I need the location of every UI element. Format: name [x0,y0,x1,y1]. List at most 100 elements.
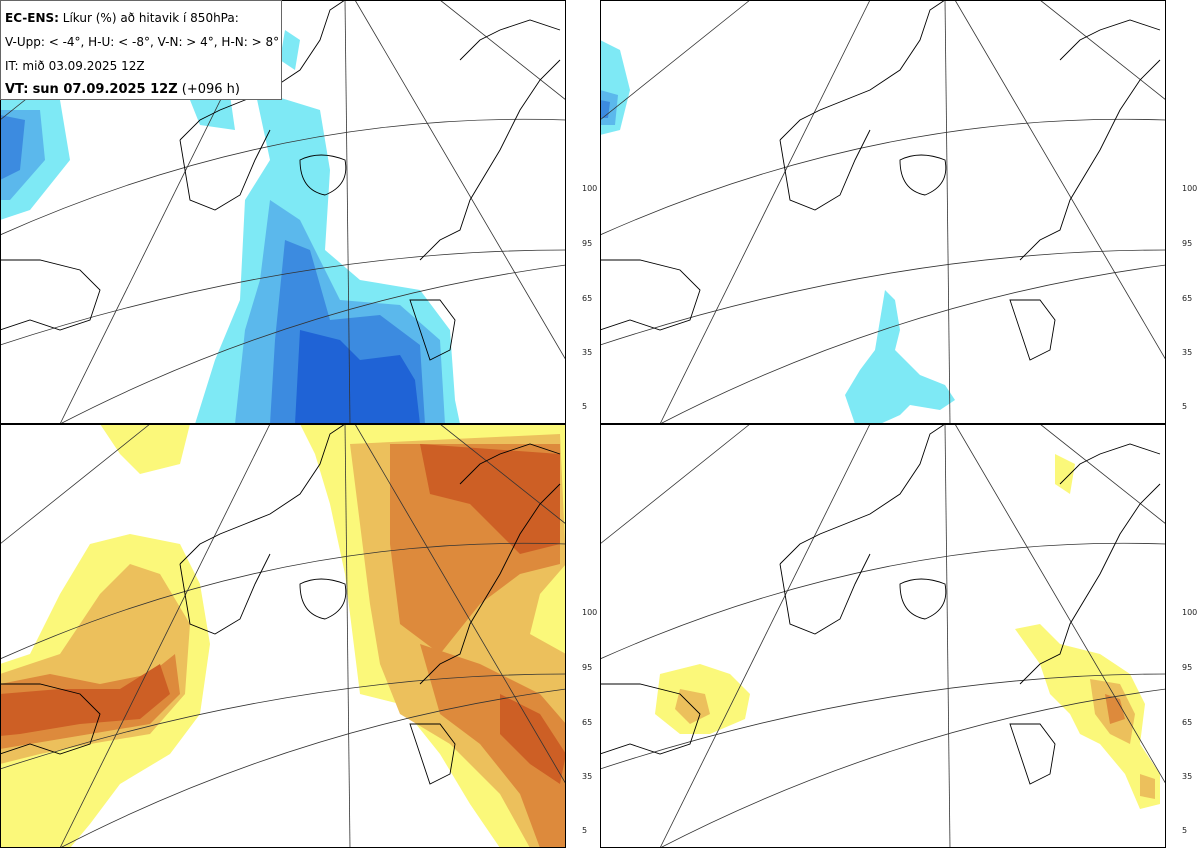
probability-map [600,0,1166,424]
coastline-svalbard [459,443,561,485]
prob-area-65 [1105,694,1125,724]
coastline-norway [419,483,561,685]
colorbar-tick: 95 [1182,663,1193,672]
longitude-line [439,424,566,525]
probability-map [0,424,566,848]
colorbar-tick: 35 [1182,348,1193,357]
latitude-line [0,673,566,770]
coastline-greenland [779,129,871,211]
longitude-line [0,424,151,545]
longitude-line [59,424,271,848]
coastline-britain [409,723,456,785]
map-panel-cold-4 [0,0,566,424]
longitude-line [344,424,351,848]
issue-time: IT: mið 03.09.2025 12Z [5,59,145,73]
colorbar-tick: 35 [582,348,593,357]
longitude-line [600,424,751,545]
coastline-greenland [779,0,946,141]
longitude-line [354,0,566,361]
probability-map [0,0,566,424]
prob-area-5 [100,424,190,474]
latitude-line [59,264,566,424]
coastline-canada [0,683,101,755]
coastline-norway [1019,59,1161,261]
colorbar-tick: 95 [582,239,593,248]
colorbar-tick: 35 [1182,772,1193,781]
coastline-britain [1009,299,1056,361]
colorbar-tick: 100 [582,184,598,193]
longitude-line [354,424,566,785]
thresholds-line: V-Upp: < -4°, H-U: < -8°, V-N: > 4°, H-N… [5,35,280,49]
prob-area-95 [500,694,566,784]
map-panel-warm-8 [600,424,1166,848]
colorbar-tick: 5 [582,402,588,411]
coastline-greenland [179,424,346,565]
latitude-line [600,118,1166,236]
map-panel-warm-4 [0,424,566,848]
coastline-greenland [179,553,271,635]
probability-map [600,424,1166,848]
prob-area-5 [190,95,235,130]
coastline-svalbard [1059,443,1161,485]
prob-area-5 [845,290,955,424]
longitude-line [1039,0,1166,101]
latitude-line [600,542,1166,660]
longitude-line [954,0,1166,361]
colorbar-tick: 65 [1182,294,1193,303]
lead-time: (+096 h) [181,82,240,97]
latitude-line [0,249,566,346]
valid-prefix: VT: [5,82,29,97]
coastline-svalbard [459,19,561,61]
longitude-line [439,0,566,101]
colorbar-tick: 35 [582,772,593,781]
colorbar-tick: 5 [582,826,588,835]
latitude-line [600,249,1166,346]
product-title-line: EC-ENS: Líkur (%) að hitavik í 850hPa: [5,6,277,30]
colorbar-tick: 95 [1182,239,1193,248]
latitude-line [59,688,566,848]
prob-area-65 [0,115,25,180]
coastline-greenland [779,424,946,565]
colorbar-tick: 65 [582,718,593,727]
coastline-iceland [299,578,347,620]
coastline-iceland [899,154,947,196]
latitude-line [600,673,1166,770]
coastline-svalbard [1059,19,1161,61]
prob-area-5 [280,30,300,70]
coastline-canada [0,259,101,331]
latitude-line [659,264,1166,424]
latitude-line [0,542,566,660]
latitude-line [659,688,1166,848]
colorbar-tick: 5 [1182,402,1188,411]
coastline-iceland [299,154,347,196]
coastline-canada [600,683,701,755]
colorbar-tick: 95 [582,663,593,672]
coastline-norway [1019,483,1161,685]
prob-area-65 [420,644,566,848]
longitude-line [1039,424,1166,525]
longitude-line [659,424,871,848]
valid-time: sun 07.09.2025 12Z [32,82,178,97]
colorbar-tick: 65 [582,294,593,303]
prob-area-5 [1015,624,1160,809]
longitude-line [944,0,951,424]
colorbar-tick: 100 [582,608,598,617]
colorbar-tick: 5 [1182,826,1188,835]
colorbar-tick: 100 [1182,608,1198,617]
longitude-line [600,0,751,121]
coastline-britain [409,299,456,361]
longitude-line [659,0,871,424]
prob-area-5 [1055,454,1075,494]
forecast-info-box: EC-ENS: Líkur (%) að hitavik í 850hPa: V… [0,0,282,100]
valid-time-line: VT: sun 07.09.2025 12Z (+096 h) [5,78,277,102]
coastline-canada [600,259,701,331]
longitude-line [944,424,951,848]
colorbar-tick: 65 [1182,718,1193,727]
product-name: EC-ENS: [5,11,59,25]
longitude-line [954,424,1166,785]
colorbar-tick: 100 [1182,184,1198,193]
latitude-line [0,118,566,236]
prob-area-95 [295,330,420,424]
map-panel-cold-8 [600,0,1166,424]
prob-area-35 [1140,774,1155,799]
